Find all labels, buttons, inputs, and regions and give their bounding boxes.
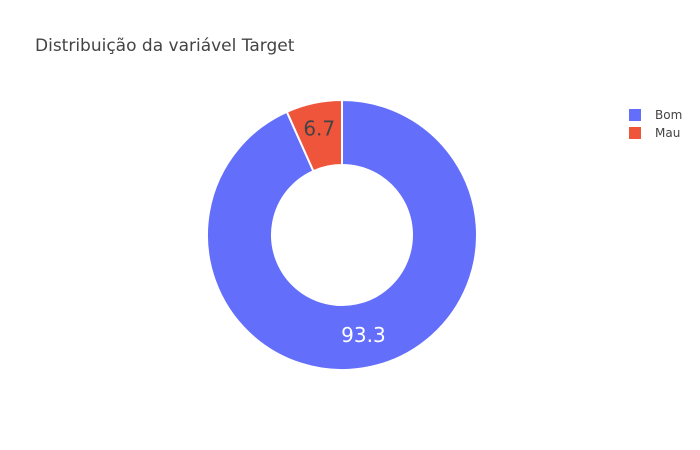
legend-item-mau[interactable]: Mau — [629, 126, 680, 140]
legend-label-bom: Bom — [655, 108, 682, 122]
legend-item-bom[interactable]: Bom — [629, 108, 682, 122]
slice-label-mau: 6.7 — [303, 116, 335, 140]
slice-mau[interactable] — [285, 98, 343, 173]
legend[interactable]: Bom Mau — [629, 108, 682, 140]
legend-swatch-mau — [629, 127, 641, 139]
slice-label-bom: 93.3 — [341, 323, 386, 347]
slice-labels-group: 93.3 6.7 — [303, 116, 385, 347]
slice-bom[interactable] — [206, 98, 478, 371]
slices-group — [206, 98, 478, 371]
chart-title: Distribuição da variável Target — [35, 36, 295, 56]
legend-label-mau: Mau — [655, 126, 680, 140]
legend-swatch-bom — [629, 109, 641, 121]
